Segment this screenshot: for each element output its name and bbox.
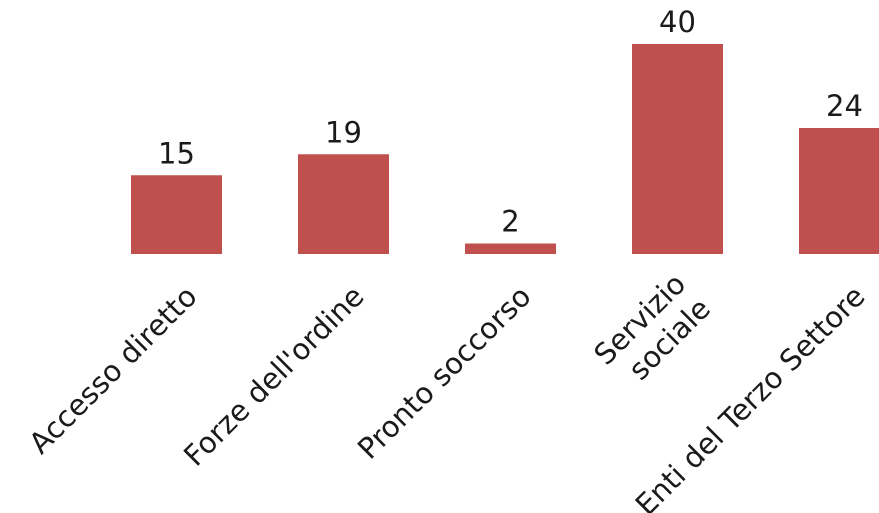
bar-5 bbox=[799, 128, 879, 254]
category-tick-label-4: Serviziosociale bbox=[587, 267, 717, 397]
category-tick-label-2: Forze dell'ordine bbox=[177, 279, 371, 473]
bar-value-label-5: 24 bbox=[826, 89, 863, 123]
bar-value-label-1: 15 bbox=[158, 136, 195, 170]
bar-1 bbox=[131, 175, 222, 254]
value-labels-group: 15 19 2 40 24 bbox=[158, 5, 863, 239]
bar-4 bbox=[632, 44, 723, 254]
bar-2 bbox=[298, 154, 389, 254]
category-tick-label-3: Pronto soccorso bbox=[351, 279, 538, 466]
bars-group bbox=[131, 44, 879, 254]
bar-value-label-3: 2 bbox=[501, 205, 519, 239]
category-tick-label-1: Accesso diretto bbox=[22, 279, 203, 460]
bar-value-label-4: 40 bbox=[659, 5, 696, 39]
bar-value-label-2: 19 bbox=[325, 115, 362, 149]
bar-3 bbox=[465, 243, 556, 254]
